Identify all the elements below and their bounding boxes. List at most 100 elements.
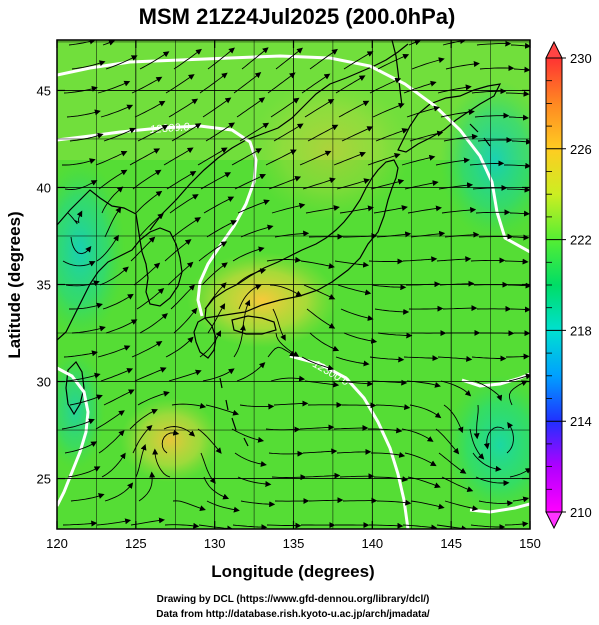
streamline (170, 284, 195, 310)
streamline (135, 444, 147, 478)
streamline (470, 257, 506, 264)
streamline (101, 186, 124, 214)
streamline (198, 241, 228, 262)
x-axis-ticks: 120 125 130 135 140 145 150 (46, 40, 541, 551)
streamline (133, 262, 161, 286)
streamline (71, 60, 106, 70)
streamline (66, 109, 101, 118)
streamline (271, 202, 306, 214)
wind-streamlines (61, 40, 530, 529)
streamline (376, 231, 412, 238)
streamline (478, 500, 514, 507)
streamline (510, 306, 530, 313)
streamline (267, 346, 296, 358)
streamline (377, 332, 413, 339)
streamline (161, 429, 180, 454)
streamline (374, 308, 410, 315)
streamline (272, 308, 286, 341)
streamline (138, 213, 164, 238)
streamline (95, 150, 128, 166)
streamline (135, 190, 163, 214)
streamline (232, 246, 265, 262)
streamline (62, 520, 98, 527)
streamline (163, 426, 196, 437)
streamline (98, 169, 128, 190)
streamline (343, 332, 378, 344)
streamline (470, 524, 506, 529)
coastline-sakhalin (391, 40, 403, 107)
streamline (343, 51, 374, 70)
streamline (410, 230, 446, 238)
streamline (137, 390, 170, 406)
streamline (164, 239, 192, 262)
y-axis-ticks: 25 30 35 40 45 (37, 83, 530, 487)
streamline (134, 367, 167, 382)
streamline (403, 355, 439, 362)
streamline (304, 98, 335, 118)
streamline (105, 319, 138, 334)
streamline (206, 500, 240, 513)
streamline (339, 473, 375, 480)
streamline (130, 236, 156, 262)
streamline (65, 280, 100, 287)
streamline (513, 66, 530, 73)
streamline (474, 112, 510, 119)
x-tick-label: 140 (361, 536, 383, 551)
y-tick-label: 30 (37, 375, 51, 390)
streamline (275, 47, 303, 70)
streamline (511, 138, 530, 145)
streamline (471, 355, 507, 362)
streamline (441, 207, 477, 214)
streamline (239, 403, 275, 410)
streamline (477, 136, 513, 143)
streamline (201, 262, 228, 286)
streamline (237, 199, 270, 214)
colorbar: 210 214 218 222 226 230 (545, 40, 592, 530)
streamline (437, 355, 473, 362)
streamline (512, 496, 530, 503)
streamline (301, 356, 335, 371)
streamline (472, 184, 508, 191)
credit-line-1: Drawing by DCL (https://www.gfd-dennou.o… (157, 594, 430, 605)
streamline (206, 220, 238, 238)
streamline (231, 148, 263, 166)
streamline (232, 524, 268, 529)
streamline (437, 84, 472, 94)
streamline (369, 522, 404, 529)
streamline (62, 260, 96, 267)
streamline (504, 162, 530, 169)
streamline (236, 362, 266, 382)
streamline (299, 150, 332, 166)
y-tick-label: 35 (37, 278, 51, 293)
streamline (407, 205, 442, 214)
streamline (509, 210, 530, 217)
cool-region (440, 80, 530, 240)
streamline (340, 308, 374, 321)
streamline (96, 518, 132, 526)
streamline (69, 302, 103, 310)
streamline (474, 380, 503, 402)
streamline (205, 122, 235, 142)
streamline (240, 500, 276, 508)
streamline (132, 169, 162, 190)
contour-line (461, 372, 530, 388)
streamline (103, 389, 135, 406)
colorbar-bottom-triangle (545, 511, 563, 530)
streamline (504, 258, 529, 265)
streamline (440, 109, 475, 118)
streamline (438, 452, 467, 474)
streamline (239, 122, 270, 142)
streamline (203, 476, 230, 500)
streamline (171, 123, 202, 142)
streamline (166, 170, 197, 190)
streamline (333, 151, 366, 166)
streamline (269, 284, 303, 297)
coastline-hokkaido (397, 83, 502, 153)
streamline (240, 224, 274, 238)
streamline (334, 260, 370, 268)
streamline (408, 40, 421, 46)
streamline (307, 124, 339, 142)
streamline (134, 100, 166, 118)
streamline (241, 47, 269, 70)
streamline (512, 234, 530, 241)
